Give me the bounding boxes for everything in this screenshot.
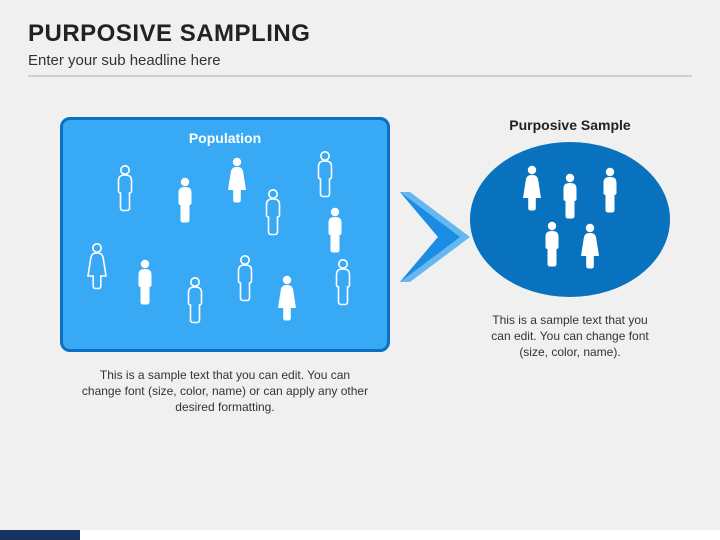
female-person-icon	[85, 242, 109, 290]
footer-stripe	[0, 530, 80, 540]
female-person-icon	[578, 222, 602, 270]
page-subtitle: Enter your sub headline here	[28, 52, 692, 69]
footer-stripe-light	[80, 530, 720, 540]
population-title: Population	[63, 120, 387, 146]
male-person-icon	[323, 206, 347, 254]
male-person-icon	[313, 150, 337, 198]
sample-people-area	[470, 142, 670, 297]
sample-ellipse	[470, 142, 670, 297]
population-caption: This is a sample text that you can edit.…	[80, 367, 370, 416]
male-person-icon	[540, 220, 564, 268]
male-person-icon	[113, 164, 137, 212]
header-divider	[28, 75, 692, 77]
arrow-icon	[400, 192, 470, 287]
male-person-icon	[261, 188, 285, 236]
male-person-icon	[173, 176, 197, 224]
female-person-icon	[275, 274, 299, 322]
sample-title: Purposive Sample	[480, 117, 660, 133]
sample-caption: This is a sample text that you can edit.…	[490, 312, 650, 361]
male-person-icon	[331, 258, 355, 306]
diagram-content: Population	[0, 117, 720, 497]
female-person-icon	[225, 156, 249, 204]
male-person-icon	[233, 254, 257, 302]
male-person-icon	[133, 258, 157, 306]
page-title: PURPOSIVE SAMPLING	[28, 20, 692, 48]
population-box: Population	[60, 117, 390, 352]
population-people-area	[63, 146, 387, 341]
male-person-icon	[598, 166, 622, 214]
male-person-icon	[183, 276, 207, 324]
female-person-icon	[520, 164, 544, 212]
male-person-icon	[558, 172, 582, 220]
